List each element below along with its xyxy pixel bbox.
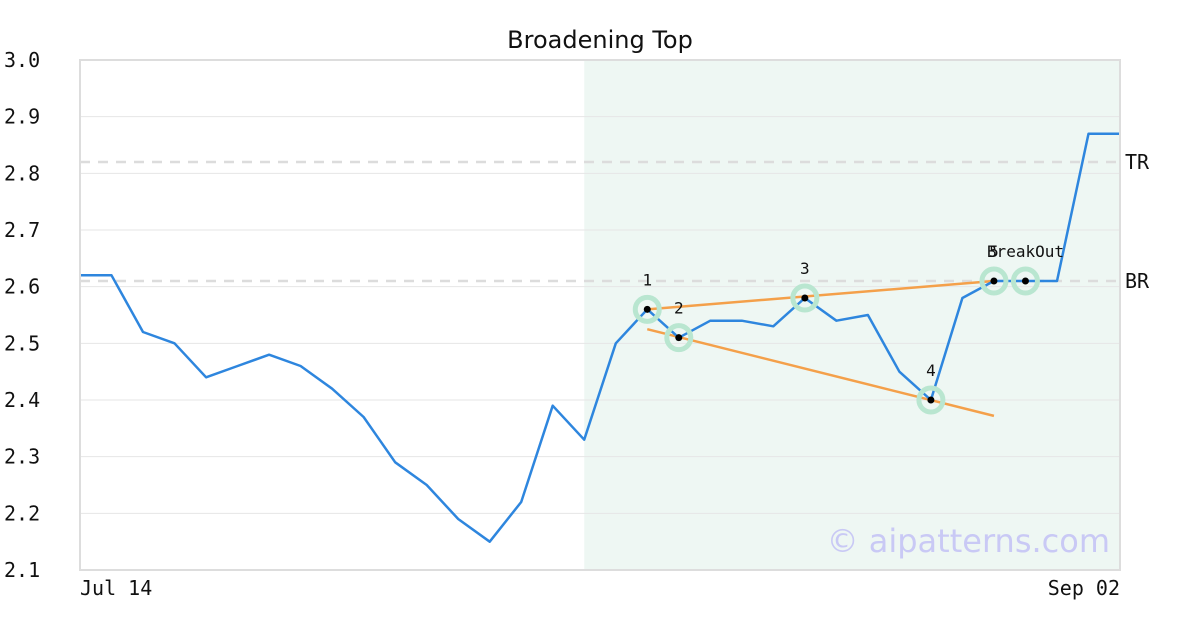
pattern-point [675, 334, 683, 342]
pattern-point-label: 3 [800, 259, 810, 278]
y-tick-label: 2.4 [4, 388, 40, 412]
y-tick-label: 2.8 [4, 161, 40, 185]
x-tick-label: Jul 14 [80, 576, 152, 600]
pattern-point [643, 305, 651, 313]
chart-title: Broadening Top [507, 26, 693, 54]
pattern-point-halo [790, 283, 820, 313]
y-tick-label: 2.2 [4, 501, 40, 525]
y-tick-label: 2.6 [4, 275, 40, 299]
pattern-point [1021, 277, 1029, 285]
y-tick-label: 2.5 [4, 331, 40, 355]
pattern-point-label: 5 [989, 242, 999, 261]
y-tick-label: 2.9 [4, 105, 40, 129]
pattern-point [927, 396, 935, 404]
pattern-point-halo [1010, 266, 1040, 296]
pattern-point-label: 1 [642, 270, 652, 289]
x-tick-label: Sep 02 [1048, 576, 1120, 600]
pattern-point-label: 2 [674, 299, 684, 318]
plot-frame [79, 59, 1121, 571]
pattern-point-halo [979, 266, 1009, 296]
reference-lines: TR BR [80, 150, 1150, 293]
pattern-point-halo [632, 294, 662, 324]
pattern-point [801, 294, 809, 302]
y-tick-label: 2.1 [4, 558, 40, 582]
x-axis-ticks: Jul 14 Sep 02 [80, 576, 1120, 600]
pattern-point-label: 4 [926, 361, 936, 380]
y-tick-label: 2.3 [4, 445, 40, 469]
y-axis-ticks: 2.1 2.2 2.3 2.4 2.5 2.6 2.7 2.8 2.9 3.0 [4, 48, 40, 582]
reference-line-label: TR [1125, 150, 1150, 174]
y-tick-label: 3.0 [4, 48, 40, 72]
trend-line [646, 327, 995, 418]
trend-line [647, 279, 995, 311]
reference-line-label: BR [1125, 269, 1150, 293]
pattern-region [584, 60, 1120, 570]
pattern-point [990, 277, 998, 285]
pattern-point-halo [916, 385, 946, 415]
pattern-point-label: BreakOut [987, 242, 1064, 261]
pattern-point-halo [664, 323, 694, 353]
price-line [80, 132, 1120, 543]
y-tick-label: 2.7 [4, 218, 40, 242]
watermark: © aipatterns.com [827, 522, 1110, 560]
trend-lines [646, 279, 995, 418]
